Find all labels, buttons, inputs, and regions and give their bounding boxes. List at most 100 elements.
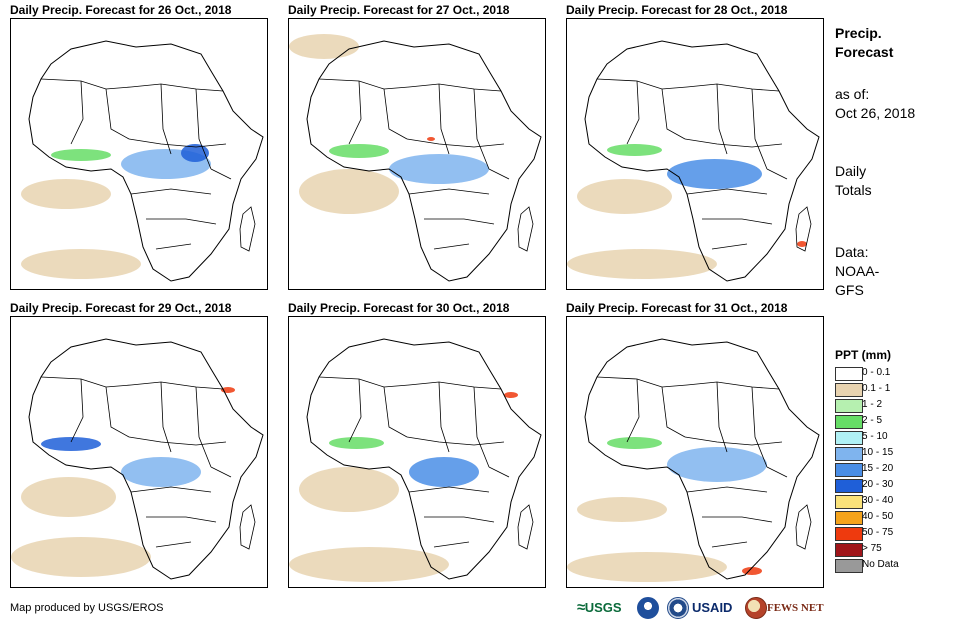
legend-item: 30 - 40 [835, 494, 955, 510]
forecast-panel-28: Daily Precip. Forecast for 28 Oct., 2018 [566, 3, 826, 293]
legend-label: 1 - 2 [862, 399, 883, 410]
precip-patch [289, 34, 359, 59]
madagascar-outline [795, 206, 812, 252]
precip-patch [409, 457, 479, 487]
precip-patch [607, 437, 662, 449]
country-border [408, 188, 490, 195]
country-border [686, 486, 768, 493]
legend-swatch [835, 431, 863, 445]
country-border [711, 243, 748, 250]
precip-map [288, 18, 546, 290]
legend-swatch [835, 415, 863, 429]
side-totals: Daily Totals [835, 162, 872, 200]
legend-item: No Data [835, 558, 955, 574]
side-asof: as of: Oct 26, 2018 [835, 85, 915, 123]
coastline [28, 40, 264, 282]
precip-patch [577, 179, 672, 214]
country-border [210, 466, 232, 478]
legend-item: 40 - 50 [835, 510, 955, 526]
precip-patch [21, 249, 141, 279]
forecast-panel-31: Daily Precip. Forecast for 31 Oct., 2018 [566, 301, 826, 591]
side-data-source: Data: NOAA- GFS [835, 243, 879, 300]
legend-label: > 75 [862, 543, 882, 554]
madagascar-outline [795, 504, 812, 550]
legend-item: 1 - 2 [835, 398, 955, 414]
precip-patch [567, 552, 727, 582]
legend-label: 0 - 0.1 [862, 367, 891, 378]
country-border [105, 88, 130, 140]
legend-item: 0 - 0.1 [835, 366, 955, 382]
legend-label: 40 - 50 [862, 511, 894, 522]
legend-swatch [835, 559, 863, 573]
nasa-seal-logo [667, 597, 689, 619]
country-border [473, 386, 490, 468]
coastline [584, 338, 820, 580]
legend-label: No Data [862, 559, 899, 570]
precip-patch [181, 144, 209, 162]
madagascar-outline [517, 504, 534, 550]
legend-swatch [835, 399, 863, 413]
country-border [406, 436, 505, 446]
precip-patch [299, 467, 399, 512]
coastline [306, 40, 542, 282]
country-border [711, 541, 748, 548]
country-border [210, 168, 232, 180]
precip-patch [607, 144, 662, 156]
country-border [626, 80, 640, 145]
panel-title: Daily Precip. Forecast for 26 Oct., 2018 [10, 3, 232, 17]
country-border [160, 381, 172, 453]
country-border [70, 80, 84, 145]
precip-patch [21, 477, 116, 517]
precip-patch [667, 447, 767, 482]
country-border [424, 516, 495, 523]
legend-swatch [835, 527, 863, 541]
country-border [766, 168, 788, 180]
side-heading: Precip. Forecast [835, 24, 893, 62]
coastline [306, 338, 542, 580]
legend-item: 0.1 - 1 [835, 382, 955, 398]
legend-item: 15 - 20 [835, 462, 955, 478]
precip-patch [427, 137, 435, 141]
logo-strip: ≈USGS USAID FEWS NET [577, 596, 827, 620]
country-border [128, 138, 227, 148]
legend-item: 5 - 10 [835, 430, 955, 446]
data-line2: NOAA- [835, 263, 880, 279]
precip-patch [21, 179, 111, 209]
country-border [438, 381, 450, 453]
country-border [155, 541, 192, 548]
legend-item: 2 - 5 [835, 414, 955, 430]
country-border [195, 386, 212, 468]
country-border [348, 378, 362, 443]
legend-swatch [835, 511, 863, 525]
legend-swatch [835, 543, 863, 557]
precip-patch [299, 169, 399, 214]
country-border [195, 88, 212, 170]
panel-title: Daily Precip. Forecast for 31 Oct., 2018 [566, 301, 788, 315]
side-heading-line2: Forecast [835, 44, 894, 60]
noaa-logo [637, 597, 659, 619]
data-line1: Data: [835, 244, 869, 260]
country-border [433, 243, 470, 250]
totals-line2: Totals [835, 182, 872, 198]
precip-patch [389, 154, 489, 184]
country-border [702, 218, 773, 225]
madagascar-outline [517, 206, 534, 252]
madagascar-outline [239, 504, 256, 550]
legend-swatch [835, 447, 863, 461]
country-border [766, 466, 788, 478]
country-border [70, 378, 84, 443]
legend-item: > 75 [835, 542, 955, 558]
coastline [584, 40, 820, 282]
country-border [702, 516, 773, 523]
country-border [473, 88, 490, 170]
country-border [661, 386, 686, 438]
legend-item: 50 - 75 [835, 526, 955, 542]
country-border [130, 486, 212, 493]
data-line3: GFS [835, 282, 864, 298]
totals-line1: Daily [835, 163, 867, 179]
legend-swatch [835, 479, 863, 493]
country-border [684, 436, 783, 446]
panel-title: Daily Precip. Forecast for 30 Oct., 2018 [288, 301, 510, 315]
precip-patch [667, 159, 762, 189]
legend-label: 2 - 5 [862, 415, 883, 426]
